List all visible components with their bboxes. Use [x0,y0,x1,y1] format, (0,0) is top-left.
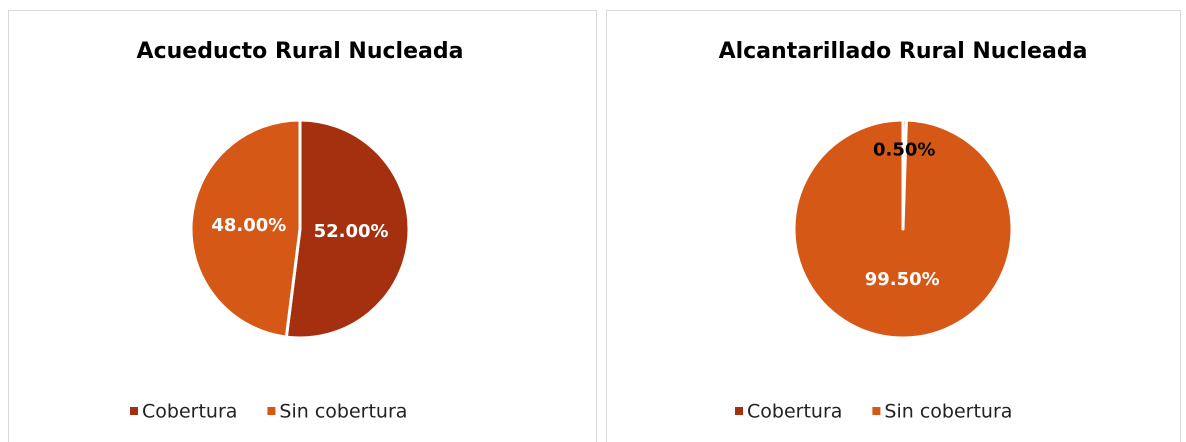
data-label: 48.00% [211,215,286,236]
data-label: 52.00% [314,221,389,242]
legend-label: Sin cobertura [279,401,407,423]
data-label: 0.50% [873,140,935,161]
chart-title: Alcantarillado Rural Nucleada [719,39,1088,64]
pie-slice [189,118,302,339]
legend-swatch [267,407,276,415]
pie-slice [284,118,411,340]
chart-title: Acueducto Rural Nucleada [137,39,464,64]
legend-label: Cobertura [747,401,842,423]
data-label: 99.50% [865,269,940,290]
legend-label: Cobertura [142,401,237,423]
legend-swatch [735,407,743,415]
legend-swatch [130,407,138,415]
pie-slice [792,118,1014,340]
legend-label: Sin cobertura [884,401,1012,423]
legend-swatch [872,407,881,415]
